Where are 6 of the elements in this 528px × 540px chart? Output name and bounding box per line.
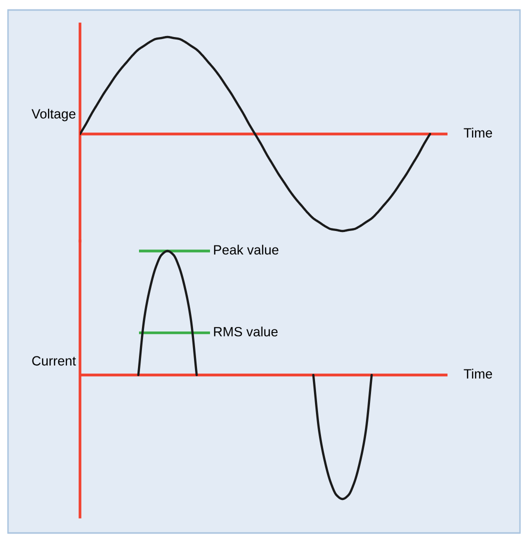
x-axis-title: Time bbox=[464, 368, 492, 379]
ref-line-label: RMS value bbox=[214, 326, 278, 336]
ref-line-label: Peak value bbox=[214, 244, 278, 255]
y-axis-title: Current bbox=[32, 356, 76, 366]
x-axis-title: Time bbox=[464, 128, 492, 138]
y-axis-title: Voltage bbox=[32, 108, 76, 122]
